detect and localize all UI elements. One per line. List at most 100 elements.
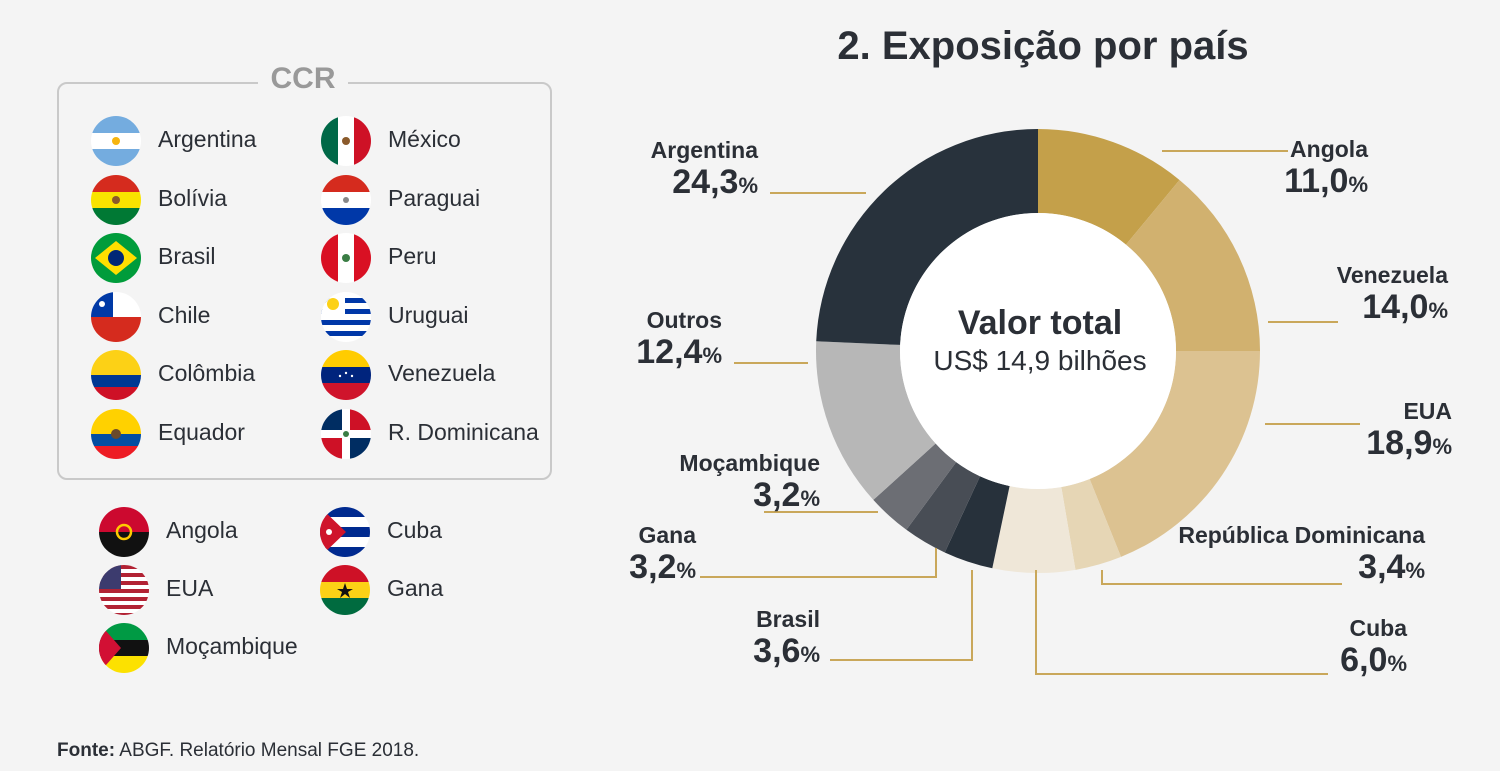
data-label-number: 24,3 — [672, 163, 739, 201]
data-label-name: República Dominicana — [1178, 522, 1425, 548]
source-label: Fonte: — [57, 740, 116, 761]
source-note: Fonte: ABGF. Relatório Mensal FGE 2018. — [57, 740, 419, 762]
chart-title: 2. Exposição por país — [837, 24, 1249, 68]
data-label-number: 3,4 — [1358, 548, 1406, 586]
legend-label: Peru — [388, 243, 437, 269]
data-label-number: 6,0 — [1340, 641, 1388, 679]
data-label-percent: % — [1428, 298, 1448, 323]
data-label-name: EUA — [1403, 398, 1452, 424]
data-label-percent: % — [676, 558, 696, 583]
data-label-percent: % — [1387, 651, 1407, 676]
data-label-name: Outros — [646, 307, 722, 333]
legend-label: Cuba — [387, 517, 442, 543]
legend-label: Venezuela — [388, 360, 496, 386]
donut-slice-mo-ambique — [873, 443, 957, 530]
data-label-value: 12,4% — [636, 334, 722, 374]
data-label-percent: % — [1348, 172, 1368, 197]
data-label-percent: % — [702, 343, 722, 368]
donut-slice-cuba — [992, 486, 1076, 573]
legend-label: Gana — [387, 575, 444, 601]
legend-label: R. Dominicana — [388, 418, 539, 445]
data-label-value: 3,2% — [679, 477, 820, 517]
data-label-name: Argentina — [650, 137, 758, 163]
legend-label: Equador — [158, 418, 245, 445]
legend-label: Chile — [158, 301, 211, 328]
center-label: Valor total US$ 14,9 bilhões — [900, 304, 1180, 377]
paraguai-flag-icon — [321, 174, 371, 225]
donut-hole — [900, 213, 1176, 489]
data-label-name: Cuba — [1349, 615, 1408, 641]
center-title: Valor total — [957, 304, 1123, 342]
legend-label: Colômbia — [158, 360, 256, 386]
donut-slice-angola — [1038, 129, 1180, 245]
data-label-name: Gana — [638, 522, 696, 548]
data-label-value: 6,0% — [1340, 642, 1407, 682]
data-label: Cuba 6,0% — [1340, 615, 1407, 682]
data-label-number: 3,2 — [753, 476, 801, 514]
legend-label: Argentina — [158, 126, 257, 152]
data-label-value: 3,4% — [1178, 549, 1425, 589]
legend-label: Uruguai — [388, 301, 469, 328]
data-label: EUA 18,9% — [1366, 398, 1452, 465]
data-label-number: 11,0 — [1284, 162, 1349, 200]
mexico-flag-icon — [321, 116, 371, 166]
venezuela-flag-icon — [321, 350, 371, 400]
data-label-value: 18,9% — [1366, 425, 1452, 465]
data-label: República Dominicana 3,4% — [1178, 522, 1425, 589]
data-label: Brasil 3,6% — [753, 606, 820, 673]
center-value: US$ 14,9 bilhões — [933, 345, 1147, 376]
donut-slice-outros — [815, 341, 936, 500]
data-label-number: 3,2 — [629, 548, 677, 586]
donut-slice-gana — [906, 462, 981, 553]
donut-slice-brasil — [944, 476, 1010, 569]
donut-slice-rep-blica-dominicana — [1061, 478, 1122, 570]
data-label-number: 14,0 — [1362, 288, 1429, 326]
peru-flag-icon — [321, 233, 371, 283]
data-label: Outros 12,4% — [636, 307, 722, 374]
data-label-name: Moçambique — [679, 450, 820, 476]
data-label-name: Brasil — [756, 606, 820, 632]
legend-label: Bolívia — [158, 184, 228, 211]
legend-label: Brasil — [158, 243, 216, 269]
data-label-percent: % — [1432, 434, 1452, 459]
data-label-name: Angola — [1290, 136, 1368, 162]
donut-slice-argentina — [816, 129, 1038, 345]
leader-line — [1035, 570, 1328, 675]
data-label: Moçambique 3,2% — [679, 450, 820, 517]
data-label: Gana 3,2% — [629, 522, 696, 589]
data-label-value: 11,0% — [1284, 163, 1368, 203]
chile-flag-icon — [91, 291, 141, 342]
argentina-flag-icon — [91, 116, 141, 166]
data-label: Argentina 24,3% — [651, 137, 758, 204]
data-label: Venezuela 14,0% — [1337, 262, 1448, 329]
donut-slice-venezuela — [1125, 179, 1260, 351]
legend-label: México — [388, 126, 461, 152]
data-label-value: 3,2% — [629, 549, 696, 589]
data-label-name: Venezuela — [1336, 262, 1448, 288]
legend-label: EUA — [166, 575, 214, 601]
leader-line — [700, 548, 937, 578]
data-label-number: 12,4 — [636, 333, 703, 371]
legend-label: Paraguai — [388, 184, 481, 211]
source-text: ABGF. Relatório Mensal FGE 2018. — [119, 740, 420, 761]
ccr-title: CCR — [258, 62, 348, 96]
cuba-flag-icon — [320, 507, 370, 557]
data-label: Angola 11,0% — [1284, 136, 1368, 203]
data-label-percent: % — [800, 486, 820, 511]
data-label-value: 24,3% — [651, 164, 758, 204]
legend-label: Angola — [166, 517, 238, 543]
r-dominicana-flag-icon — [321, 408, 371, 459]
legend-label: Moçambique — [166, 633, 298, 659]
data-label-value: 14,0% — [1337, 289, 1448, 329]
data-label-number: 3,6 — [753, 632, 801, 670]
data-label-percent: % — [738, 173, 758, 198]
data-label-value: 3,6% — [753, 633, 820, 673]
bolivia-flag-icon — [91, 174, 141, 225]
data-label-number: 18,9 — [1366, 424, 1433, 462]
data-label-percent: % — [800, 642, 820, 667]
brasil-flag-icon — [91, 233, 141, 283]
leader-line — [830, 570, 973, 661]
uruguai-flag-icon — [321, 291, 371, 342]
data-label-percent: % — [1405, 558, 1425, 583]
